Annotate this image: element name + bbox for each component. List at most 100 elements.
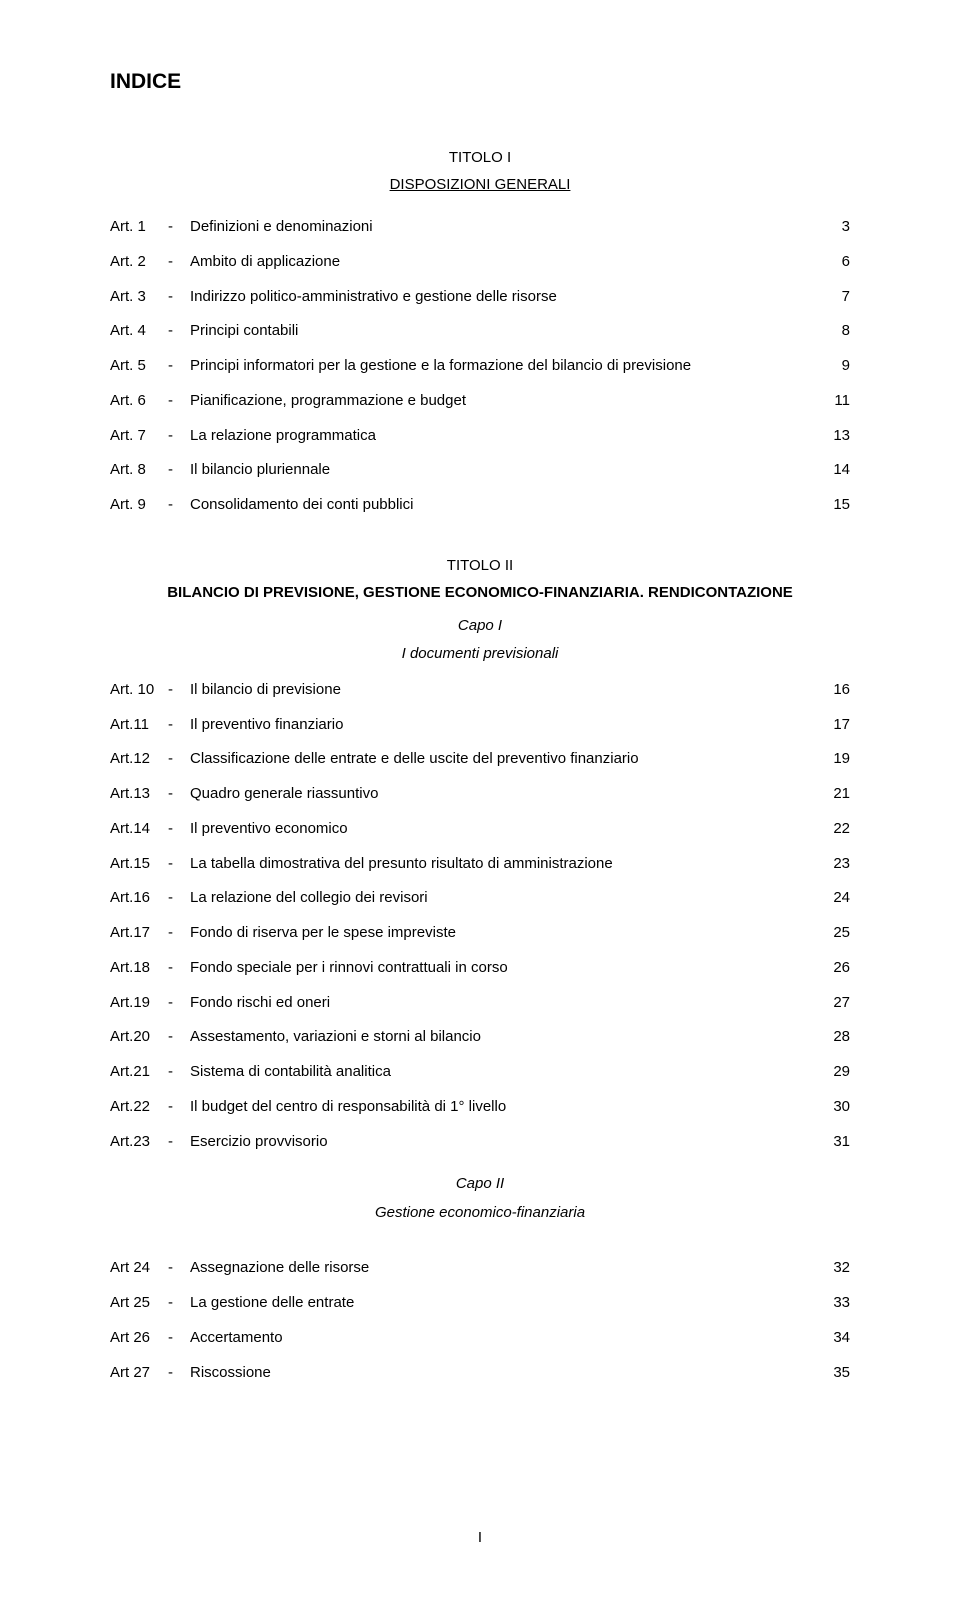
toc-article: Art.15	[110, 853, 168, 875]
toc-description: Consolidamento dei conti pubblici	[190, 494, 820, 516]
toc-description: La relazione programmatica	[190, 425, 820, 447]
toc-description: Fondo di riserva per le spese impreviste	[190, 922, 820, 944]
toc-article: Art. 9	[110, 494, 168, 516]
toc-separator: -	[168, 853, 190, 875]
toc-separator: -	[168, 1096, 190, 1118]
toc-row: Art.20-Assestamento, variazioni e storni…	[110, 1026, 850, 1048]
section1-titolo: TITOLO I	[110, 144, 850, 171]
toc-description: Indirizzo politico-amministrativo e gest…	[190, 286, 820, 308]
toc-description: Il budget del centro di responsabilità d…	[190, 1096, 820, 1118]
toc-page-number: 19	[820, 748, 850, 770]
section2-capo1-list: Art. 10-Il bilancio di previsione16 Art.1…	[110, 679, 850, 1153]
toc-separator: -	[168, 957, 190, 979]
toc-page-number: 30	[820, 1096, 850, 1118]
toc-article: Art 26	[110, 1327, 168, 1349]
toc-description: Sistema di contabilità analitica	[190, 1061, 820, 1083]
document-page: INDICE TITOLO I DISPOSIZIONI GENERALI Ar…	[0, 0, 960, 1601]
toc-page-number: 8	[820, 320, 850, 342]
toc-article: Art.14	[110, 818, 168, 840]
toc-row: Art 24-Assegnazione delle risorse32	[110, 1257, 850, 1279]
toc-row: Art.23-Esercizio provvisorio31	[110, 1131, 850, 1153]
capo1-sub: I documenti previsionali	[110, 640, 850, 669]
section2-subtitle: BILANCIO DI PREVISIONE, GESTIONE ECONOMI…	[110, 579, 850, 606]
toc-separator: -	[168, 1061, 190, 1083]
toc-separator: -	[168, 1026, 190, 1048]
toc-article: Art. 4	[110, 320, 168, 342]
toc-page-number: 26	[820, 957, 850, 979]
toc-page-number: 27	[820, 992, 850, 1014]
toc-row: Art.12-Classificazione delle entrate e d…	[110, 748, 850, 770]
toc-page-number: 14	[820, 459, 850, 481]
toc-row: Art. 3-Indirizzo politico-amministrativo…	[110, 286, 850, 308]
toc-separator: -	[168, 1327, 190, 1349]
toc-separator: -	[168, 818, 190, 840]
toc-description: La relazione del collegio dei revisori	[190, 887, 820, 909]
toc-article: Art.19	[110, 992, 168, 1014]
capo1-label: Capo I	[110, 612, 850, 641]
toc-separator: -	[168, 494, 190, 516]
toc-page-number: 31	[820, 1131, 850, 1153]
toc-separator: -	[168, 425, 190, 447]
toc-row: Art.14-Il preventivo economico22	[110, 818, 850, 840]
section1-list: Art. 1-Definizioni e denominazioni3Art. …	[110, 216, 850, 516]
toc-page-number: 23	[820, 853, 850, 875]
toc-separator: -	[168, 887, 190, 909]
toc-article: Art. 5	[110, 355, 168, 377]
toc-description: Principi informatori per la gestione e l…	[190, 355, 820, 377]
toc-separator: -	[168, 320, 190, 342]
section2-capo1-heading: Capo I I documenti previsionali	[110, 612, 850, 669]
toc-page-number: 7	[820, 286, 850, 308]
toc-page-number: 16	[820, 679, 850, 701]
toc-article: Art.18	[110, 957, 168, 979]
toc-article: Art.20	[110, 1026, 168, 1048]
toc-separator: -	[168, 679, 190, 701]
toc-row: Art. 10-Il bilancio di previsione16	[110, 679, 850, 701]
toc-description: La gestione delle entrate	[190, 1292, 820, 1314]
toc-description: La tabella dimostrativa del presunto ris…	[190, 853, 820, 875]
toc-page-number: 6	[820, 251, 850, 273]
toc-article: Art. 7	[110, 425, 168, 447]
toc-separator: -	[168, 216, 190, 238]
page-number: I	[0, 1529, 960, 1546]
toc-page-number: 13	[820, 425, 850, 447]
toc-page-number: 29	[820, 1061, 850, 1083]
toc-page-number: 9	[820, 355, 850, 377]
section2-titolo: TITOLO II	[110, 552, 850, 579]
toc-article: Art. 1	[110, 216, 168, 238]
toc-page-number: 32	[820, 1257, 850, 1279]
toc-row: Art.11-Il preventivo finanziario17	[110, 714, 850, 736]
toc-row: Art. 7-La relazione programmatica13	[110, 425, 850, 447]
section1-heading: TITOLO I DISPOSIZIONI GENERALI	[110, 144, 850, 198]
toc-description: Il bilancio pluriennale	[190, 459, 820, 481]
toc-row: Art 26-Accertamento34	[110, 1327, 850, 1349]
toc-description: Definizioni e denominazioni	[190, 216, 820, 238]
page-title: INDICE	[110, 70, 850, 94]
toc-separator: -	[168, 1292, 190, 1314]
toc-page-number: 3	[820, 216, 850, 238]
toc-description: Assestamento, variazioni e storni al bil…	[190, 1026, 820, 1048]
toc-separator: -	[168, 1131, 190, 1153]
toc-article: Art.23	[110, 1131, 168, 1153]
toc-separator: -	[168, 251, 190, 273]
toc-row: Art. 8-Il bilancio pluriennale14	[110, 459, 850, 481]
toc-row: Art.15-La tabella dimostrativa del presu…	[110, 853, 850, 875]
toc-page-number: 28	[820, 1026, 850, 1048]
toc-row: Art. 6-Pianificazione, programmazione e …	[110, 390, 850, 412]
toc-row: Art.17-Fondo di riserva per le spese imp…	[110, 922, 850, 944]
toc-row: Art.22-Il budget del centro di responsab…	[110, 1096, 850, 1118]
toc-row: Art.16-La relazione del collegio dei rev…	[110, 887, 850, 909]
toc-article: Art.16	[110, 887, 168, 909]
toc-description: Il preventivo economico	[190, 818, 820, 840]
toc-page-number: 33	[820, 1292, 850, 1314]
toc-page-number: 24	[820, 887, 850, 909]
toc-separator: -	[168, 1257, 190, 1279]
toc-separator: -	[168, 922, 190, 944]
toc-article: Art. 3	[110, 286, 168, 308]
capo2-label: Capo II	[110, 1170, 850, 1199]
toc-article: Art.22	[110, 1096, 168, 1118]
toc-row: Art.13-Quadro generale riassuntivo21	[110, 783, 850, 805]
section1-subtitle: DISPOSIZIONI GENERALI	[110, 171, 850, 198]
toc-article: Art.11	[110, 714, 168, 736]
toc-article: Art.21	[110, 1061, 168, 1083]
section2-capo2-heading: Capo II Gestione economico-finanziaria	[110, 1170, 850, 1227]
